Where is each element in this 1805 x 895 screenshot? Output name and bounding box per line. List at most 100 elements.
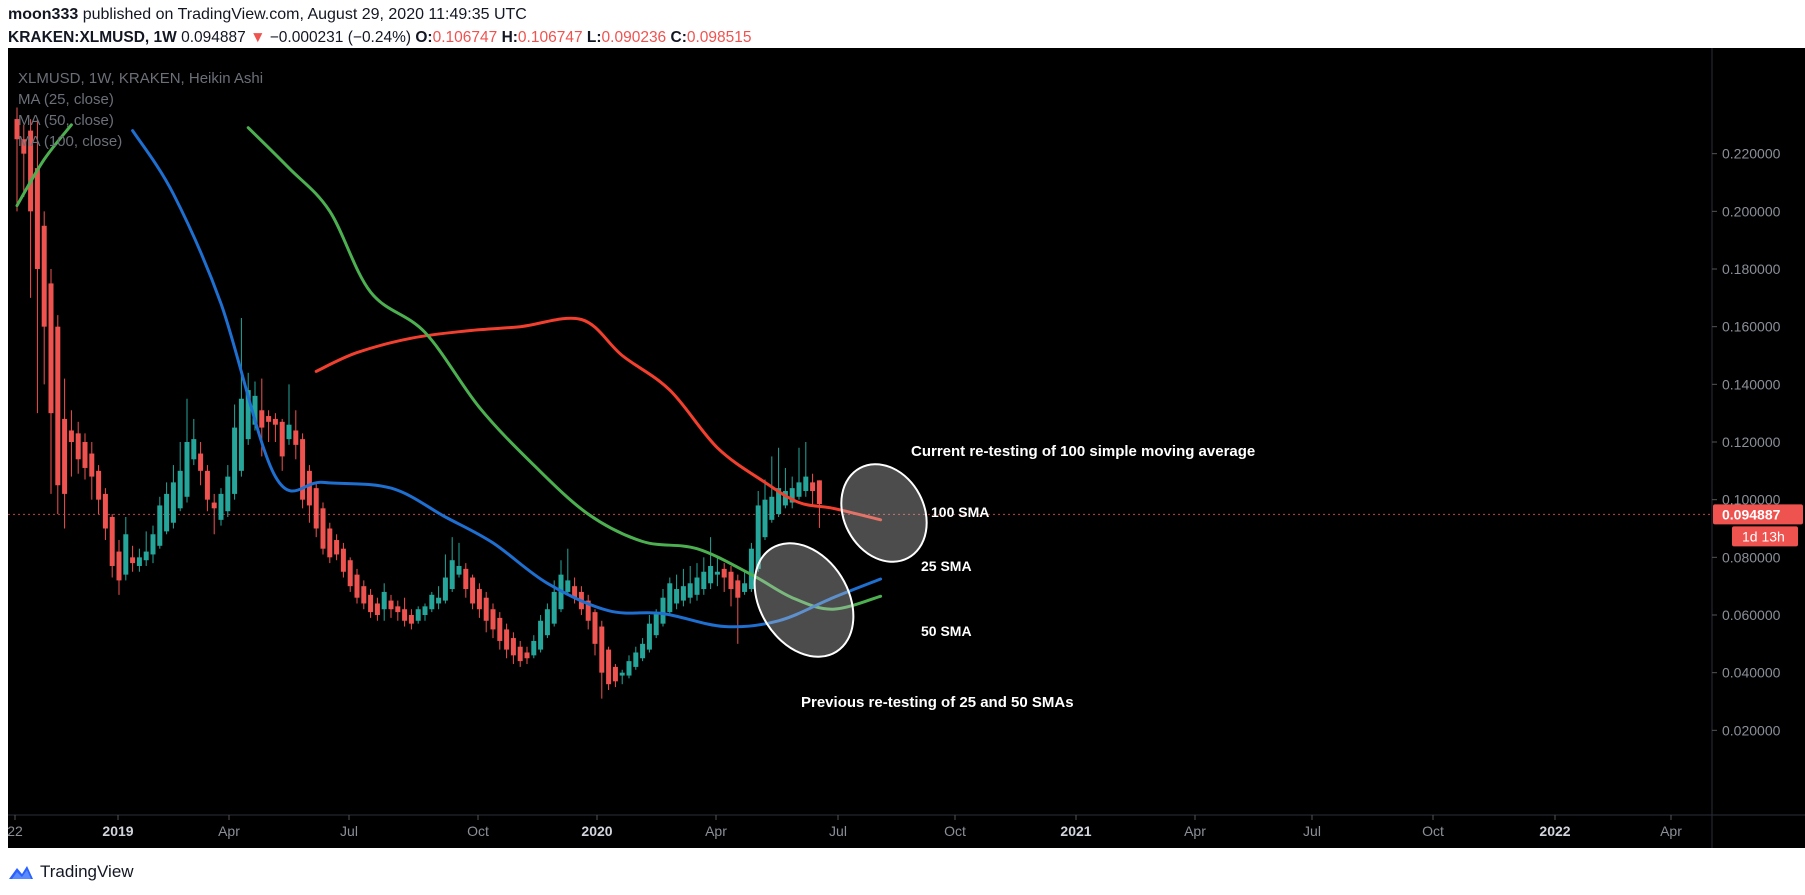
candle-body — [701, 571, 707, 590]
y-tick-label: 0.220000 — [1722, 146, 1781, 162]
candle-body — [306, 470, 312, 506]
candle-body — [361, 586, 367, 604]
candle-body — [585, 600, 591, 621]
candle-body — [402, 609, 408, 621]
annotation-label: 25 SMA — [921, 558, 972, 574]
low-label: L: — [586, 29, 602, 46]
candle-body — [429, 594, 435, 610]
candle-body — [531, 640, 537, 656]
candle-body — [28, 130, 34, 212]
candle-body — [504, 629, 510, 650]
x-tick-label: 2019 — [102, 823, 133, 839]
candle-body — [708, 565, 714, 584]
candle-body — [755, 505, 761, 569]
candle-body — [674, 589, 680, 604]
candle-body — [769, 496, 775, 520]
candle-body — [538, 620, 544, 650]
y-tick-label: 0.080000 — [1722, 549, 1781, 565]
countdown-label: 1d 13h — [1742, 528, 1785, 544]
candle-body — [177, 470, 183, 509]
y-tick-label: 0.100000 — [1722, 492, 1781, 508]
x-tick-label: Oct — [944, 823, 966, 839]
x-tick-label: Oct — [467, 823, 489, 839]
candle-body — [89, 453, 95, 477]
y-tick-label: 0.020000 — [1722, 722, 1781, 738]
candle-body — [123, 534, 129, 575]
candle-body — [565, 580, 571, 592]
footer: TradingView — [8, 860, 134, 884]
ma100-line — [314, 316, 883, 522]
candle-body — [279, 421, 285, 457]
candle-body — [218, 493, 224, 520]
close-label: C: — [670, 29, 687, 46]
candle-body — [62, 418, 68, 494]
x-tick-label: Apr — [1184, 823, 1206, 839]
open-label: O: — [415, 29, 433, 46]
candle-body — [728, 571, 734, 590]
x-tick-label: Oct — [1422, 823, 1444, 839]
legend-entry: MA (100, close) — [18, 133, 122, 150]
candle-body — [286, 424, 292, 440]
candle-body — [612, 666, 618, 682]
candle-body — [184, 442, 190, 497]
x-tick-label: Jul — [829, 823, 847, 839]
candle-body — [646, 623, 652, 650]
candle-body — [75, 433, 81, 460]
x-tick-label: Jul — [1303, 823, 1321, 839]
highlight-ellipse — [840, 463, 928, 563]
candle-body — [572, 586, 578, 598]
candle-body — [150, 534, 156, 555]
candle-body — [422, 606, 428, 615]
candle-body — [204, 470, 210, 500]
candle-body — [96, 470, 102, 500]
open-value: 0.106747 — [432, 29, 498, 46]
candle-body — [293, 430, 299, 445]
candle-body — [354, 574, 360, 598]
candle-body — [381, 591, 387, 610]
tradingview-brand[interactable]: TradingView — [40, 862, 134, 881]
highlight-ellipse — [753, 542, 855, 658]
candle-body — [640, 643, 646, 659]
author-name[interactable]: moon333 — [8, 6, 79, 23]
publish-info: moon333 published on TradingView.com, Au… — [8, 6, 527, 24]
candle-body — [102, 493, 108, 529]
annotation-label: Previous re-testing of 25 and 50 SMAs — [801, 694, 1074, 711]
candle-body — [436, 597, 442, 604]
ma50-line — [246, 126, 883, 611]
candle-body — [599, 626, 605, 673]
candle-body — [116, 551, 122, 581]
legend-entry: MA (50, close) — [18, 112, 114, 129]
candle-body — [470, 577, 476, 604]
price-change: −0.000231 (−0.24%) — [269, 29, 412, 46]
x-tick-label: 2020 — [581, 823, 612, 839]
candle-body — [776, 488, 782, 515]
symbol-name[interactable]: KRAKEN:XLMUSD, — [8, 29, 150, 46]
close-value: 0.098515 — [686, 29, 752, 46]
candle-body — [606, 649, 612, 685]
candle-body — [653, 612, 659, 636]
x-tick-label: 2022 — [1539, 823, 1570, 839]
candle-body — [463, 568, 469, 590]
candle-body — [320, 508, 326, 549]
time-axis — [8, 815, 1805, 848]
candle-body — [238, 398, 244, 471]
candle-body — [660, 597, 666, 624]
candle-body — [714, 571, 720, 575]
candle-body — [48, 283, 54, 414]
candle-body — [109, 516, 115, 566]
x-tick-label: 2021 — [1060, 823, 1091, 839]
candle-body — [667, 583, 673, 613]
candle-body — [510, 638, 516, 656]
candle-body — [374, 603, 380, 615]
tradingview-logo-icon — [9, 866, 33, 879]
candle-body — [408, 615, 414, 624]
candle-body — [721, 568, 727, 578]
candle-body — [21, 139, 27, 154]
candle-body — [449, 560, 455, 590]
candle-body — [442, 577, 448, 601]
candle-body — [626, 661, 632, 676]
candle-body — [619, 672, 625, 676]
candle-body — [198, 453, 204, 471]
annotation-label: 100 SMA — [931, 504, 989, 520]
